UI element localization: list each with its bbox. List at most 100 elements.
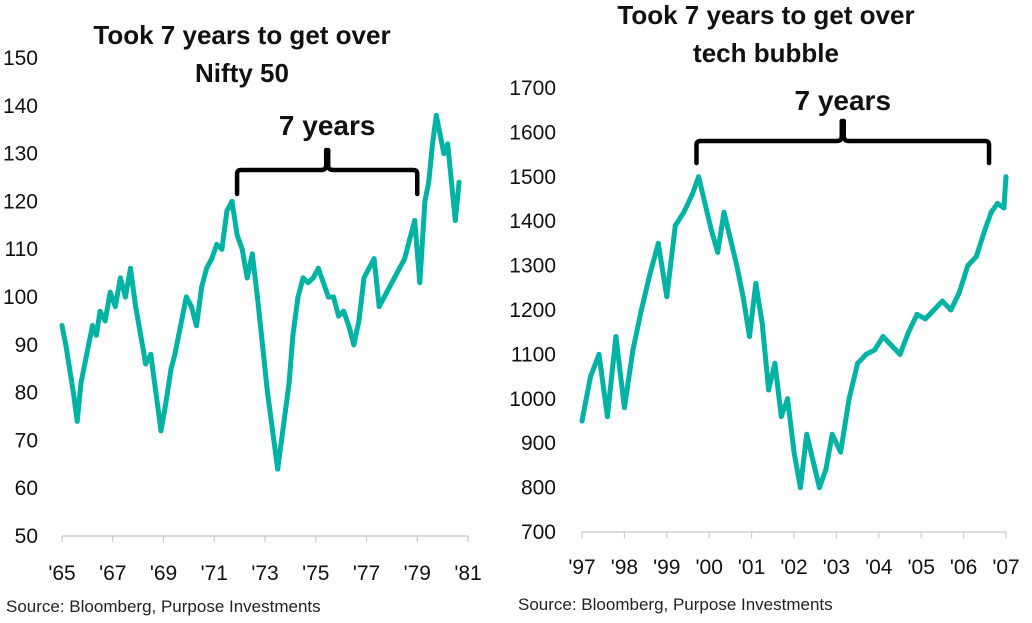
data-point bbox=[772, 360, 778, 366]
data-point bbox=[193, 323, 199, 329]
data-point bbox=[336, 313, 342, 319]
data-point bbox=[766, 387, 772, 393]
data-point bbox=[638, 307, 644, 313]
data-point bbox=[386, 284, 392, 290]
data-point bbox=[290, 332, 296, 338]
data-point bbox=[163, 399, 169, 405]
y-tick-label: 1400 bbox=[509, 210, 556, 233]
y-tick-label: 80 bbox=[15, 382, 38, 405]
data-point bbox=[138, 332, 144, 338]
data-point bbox=[838, 449, 844, 455]
data-point bbox=[168, 366, 174, 372]
data-point bbox=[346, 323, 352, 329]
data-point bbox=[82, 361, 88, 367]
data-point bbox=[816, 485, 822, 491]
y-tick-label: 150 bbox=[3, 47, 38, 70]
data-point bbox=[295, 294, 301, 300]
data-point bbox=[995, 200, 1001, 206]
data-point bbox=[422, 198, 428, 204]
chart-title-line: tech bubble bbox=[693, 38, 839, 68]
data-point bbox=[655, 240, 661, 246]
data-point bbox=[829, 431, 835, 437]
x-tick-label: '02 bbox=[780, 556, 807, 579]
x-tick-label: '06 bbox=[950, 556, 977, 579]
y-tick-label: 1000 bbox=[509, 388, 556, 411]
data-point bbox=[407, 237, 413, 243]
data-point bbox=[204, 265, 210, 271]
y-tick-label: 1500 bbox=[509, 166, 556, 189]
x-tick-label: '01 bbox=[738, 556, 765, 579]
x-tick-label: '00 bbox=[696, 556, 723, 579]
data-point bbox=[305, 280, 311, 286]
data-point bbox=[988, 209, 994, 215]
data-point bbox=[797, 485, 803, 491]
data-point bbox=[753, 280, 759, 286]
data-point bbox=[449, 179, 455, 185]
data-point bbox=[922, 316, 928, 322]
duration-bracket bbox=[694, 118, 992, 166]
data-point bbox=[863, 351, 869, 357]
data-point bbox=[437, 131, 443, 137]
data-point bbox=[214, 241, 220, 247]
duration-bracket bbox=[234, 147, 420, 197]
x-tick-label: '77 bbox=[353, 562, 380, 585]
data-point bbox=[412, 218, 418, 224]
data-point bbox=[810, 458, 816, 464]
data-point bbox=[133, 304, 139, 310]
data-point bbox=[341, 308, 347, 314]
x-tick-label: '97 bbox=[568, 556, 595, 579]
x-tick-label: '05 bbox=[908, 556, 935, 579]
data-point bbox=[128, 265, 134, 271]
x-tick-label: '67 bbox=[99, 562, 126, 585]
duration-annotation: 7 years bbox=[794, 85, 891, 116]
data-point bbox=[855, 360, 861, 366]
y-tick-label: 140 bbox=[3, 95, 38, 118]
tech-bubble-chart: Took 7 years to get over tech bubble 1700 1… bbox=[509, 0, 1019, 614]
data-point bbox=[286, 380, 292, 386]
data-point bbox=[897, 351, 903, 357]
x-tick-label: '98 bbox=[611, 556, 638, 579]
data-point bbox=[721, 209, 727, 215]
data-point bbox=[325, 294, 331, 300]
data-point bbox=[351, 342, 357, 348]
data-point bbox=[239, 246, 245, 252]
data-point bbox=[973, 254, 979, 260]
data-point bbox=[254, 294, 260, 300]
data-point bbox=[1001, 205, 1007, 211]
x-tick-label: '79 bbox=[404, 562, 431, 585]
data-point bbox=[209, 256, 215, 262]
data-point bbox=[270, 428, 276, 434]
data-point bbox=[445, 141, 451, 147]
data-point bbox=[759, 320, 765, 326]
source-note: Source: Bloomberg, Purpose Investments bbox=[6, 597, 321, 616]
data-point bbox=[872, 347, 878, 353]
data-point bbox=[417, 280, 423, 286]
data-point bbox=[579, 418, 585, 424]
data-point bbox=[630, 347, 636, 353]
y-tick-label: 700 bbox=[521, 521, 556, 544]
data-point bbox=[982, 227, 988, 233]
data-point bbox=[396, 265, 402, 271]
data-point bbox=[889, 343, 895, 349]
y-tick-label: 70 bbox=[15, 429, 38, 452]
data-point bbox=[1003, 174, 1009, 180]
data-point bbox=[939, 298, 945, 304]
y-tick-label: 1700 bbox=[509, 77, 556, 100]
data-point bbox=[613, 334, 619, 340]
data-point bbox=[70, 390, 76, 396]
x-tick-label: '03 bbox=[823, 556, 850, 579]
chart-title-line: Nifty 50 bbox=[195, 58, 289, 88]
data-point bbox=[89, 323, 95, 329]
data-point bbox=[158, 428, 164, 434]
data-point bbox=[647, 271, 653, 277]
data-point bbox=[224, 208, 230, 214]
data-point bbox=[391, 275, 397, 281]
data-point bbox=[278, 437, 284, 443]
y-tick-label: 50 bbox=[15, 525, 38, 548]
x-tick-label: '07 bbox=[992, 556, 1019, 579]
y-tick-label: 1200 bbox=[509, 299, 556, 322]
data-point bbox=[117, 275, 123, 281]
data-point bbox=[78, 380, 84, 386]
data-point bbox=[381, 294, 387, 300]
data-point bbox=[148, 351, 154, 357]
